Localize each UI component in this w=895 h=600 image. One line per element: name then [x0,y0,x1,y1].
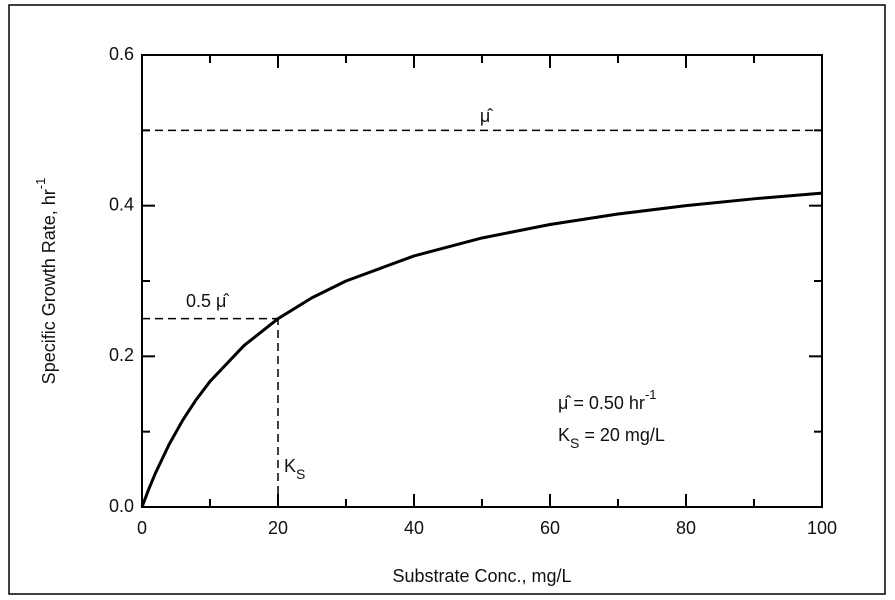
x-tick-label: 80 [676,518,696,538]
x-tick-label: 20 [268,518,288,538]
x-axis-label: Substrate Conc., mg/L [392,566,571,586]
annotation-sub: S [570,435,579,451]
y-axis-label-sup: -1 [33,178,48,190]
y-tick-label: 0.2 [109,345,134,365]
annotation-part: K [284,456,296,476]
x-tick-label: 100 [807,518,837,538]
y-tick-label: 0.6 [109,44,134,64]
annotation: KS [284,456,305,482]
annotation: KS = 20 mg/L [558,425,665,451]
annotation: μ̂ = 0.50 hr-1 [558,387,657,412]
annotation: 0.5 μ̂ [186,291,229,311]
data-line [140,191,823,508]
x-tick-label: 0 [137,518,147,538]
x-tick-label: 40 [404,518,424,538]
annotation-sub: S [296,466,305,482]
annotation-part: K [558,425,570,445]
x-tick-label: 60 [540,518,560,538]
y-tick-label: 0.4 [109,194,134,214]
annotation-sup: -1 [645,387,657,402]
annotation: μ̂ [480,106,493,126]
frame [8,4,886,595]
annotation-part: μ̂ = 0.50 hr [558,393,645,413]
y-axis-label-main: Specific Growth Rate, hr [39,189,59,384]
y-axis-label: Specific Growth Rate, hr-1 [33,178,58,385]
annotation-part: = 20 mg/L [579,425,665,445]
y-tick-label: 0.0 [109,496,134,516]
